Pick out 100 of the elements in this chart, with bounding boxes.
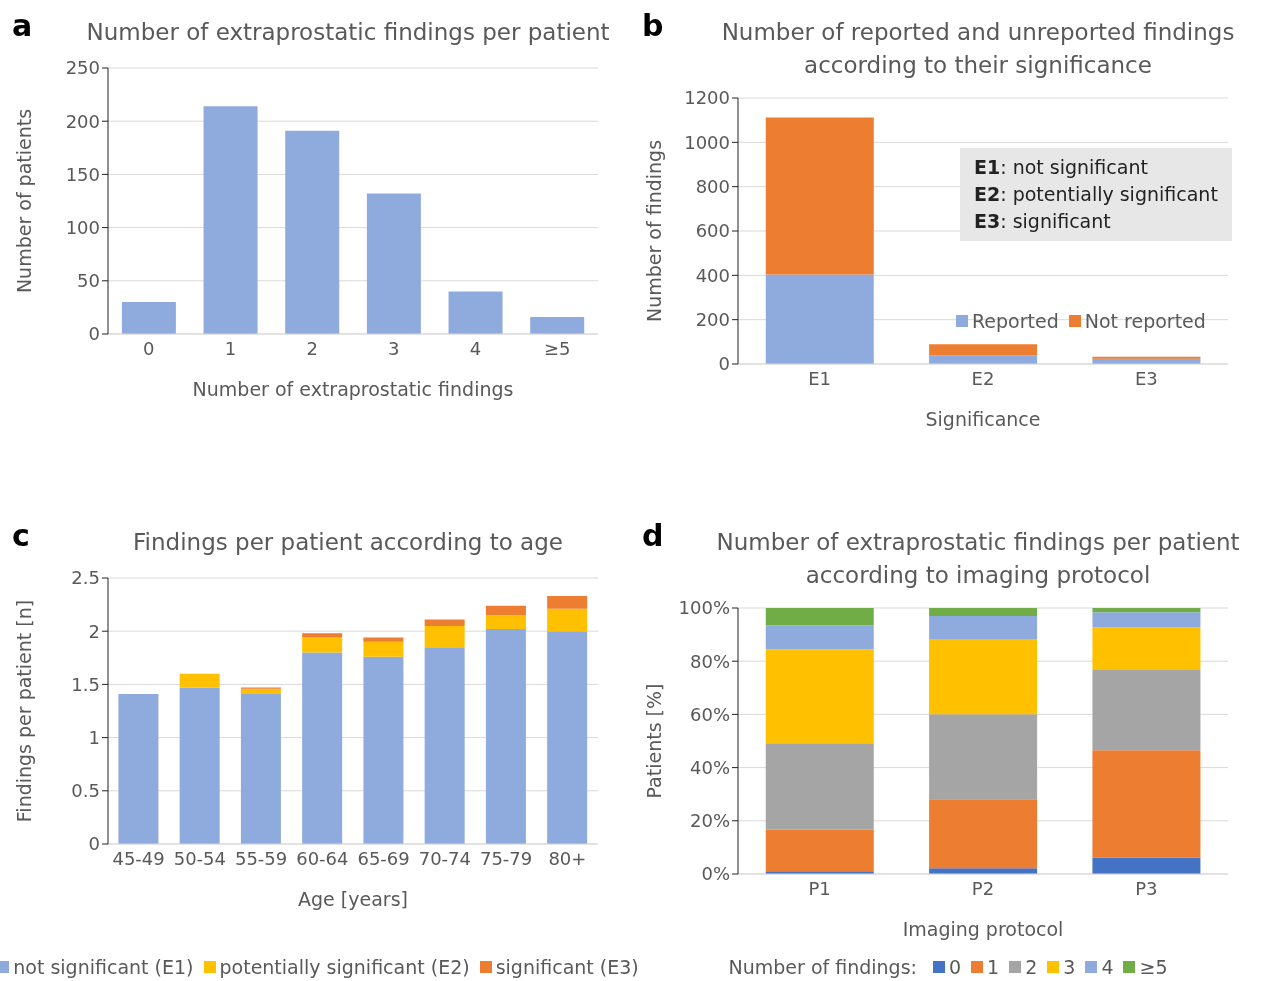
legend-label: potentially significant (E2) (219, 956, 470, 978)
bar (929, 639, 1038, 715)
legend-label: 1 (987, 956, 1000, 978)
y-tick-label: 20% (689, 810, 730, 832)
x-tick-label: 75-79 (479, 847, 533, 869)
bar (240, 693, 281, 844)
x-tick-label: 60-64 (296, 847, 349, 869)
x-tick-label: 50-54 (173, 847, 227, 869)
y-tick-label: 0.5 (71, 780, 100, 802)
x-tick-label: P3 (1135, 877, 1158, 899)
bar (1092, 857, 1201, 874)
text: c (12, 518, 30, 553)
legend-label: Reported (972, 310, 1059, 332)
bar (302, 637, 343, 653)
y-tick-label: 1.5 (71, 673, 100, 695)
x-tick-label: 3 (388, 337, 400, 359)
y-tick-label: 200 (65, 110, 100, 132)
bar (1092, 750, 1201, 858)
x-tick-label: E1 (808, 367, 832, 389)
legend-label: not significant (E1) (13, 956, 194, 978)
bar (485, 615, 526, 630)
bar (485, 629, 526, 844)
bar (547, 596, 588, 609)
y-axis-title: Number of findings (642, 139, 665, 323)
bar (929, 615, 1038, 640)
y-tick-label: 2 (88, 620, 100, 642)
y-tick-label: 600 (695, 220, 730, 242)
annotation: E2: potentially significant (974, 183, 1218, 205)
bar (448, 291, 503, 334)
bar (765, 743, 874, 830)
chart-title: Findings per patient according to age (132, 528, 564, 557)
y-tick-label: 100 (65, 216, 100, 238)
y-tick-label: 200 (695, 309, 730, 331)
x-tick-label: 45-49 (112, 847, 165, 869)
bar (929, 344, 1038, 356)
bar (179, 687, 220, 844)
bar (363, 656, 404, 844)
x-axis-title: Significance (925, 408, 1041, 430)
bar (424, 625, 465, 648)
x-axis-title: Number of extraprostatic findings (192, 378, 514, 400)
bar (363, 641, 404, 657)
y-tick-label: 800 (695, 176, 730, 198)
x-tick-label: ≥5 (543, 337, 571, 359)
bar (929, 799, 1038, 869)
bar (530, 316, 585, 334)
bar (929, 714, 1038, 800)
bar (1092, 669, 1201, 751)
text: b (642, 8, 664, 43)
bar (118, 693, 159, 844)
x-axis-title: Imaging protocol (902, 918, 1064, 940)
legend-label: significant (E3) (495, 956, 639, 978)
chart-title: Number of reported and unreported findings according to their significance (720, 18, 1236, 80)
x-tick-label: E2 (971, 367, 995, 389)
legend-label: 0 (949, 956, 962, 978)
text: a (12, 8, 33, 43)
y-tick-label: 0% (701, 863, 730, 885)
bar (1092, 612, 1201, 628)
bar (363, 637, 404, 642)
bar (765, 829, 874, 872)
x-tick-label: 4 (469, 337, 482, 359)
y-tick-label: 400 (695, 264, 730, 286)
y-tick-label: 60% (689, 703, 730, 725)
y-tick-label: 40% (689, 756, 730, 778)
legend-label: ≥5 (1139, 956, 1168, 978)
x-tick-label: E3 (1134, 367, 1158, 389)
y-axis-title: Patients [%] (642, 683, 665, 799)
bar (285, 130, 340, 334)
annotation: E3: significant (974, 210, 1111, 232)
x-tick-label: 55-59 (234, 847, 288, 869)
x-tick-label: 2 (306, 337, 318, 359)
bar (424, 647, 465, 844)
y-tick-label: 0 (718, 353, 730, 375)
bar (1092, 608, 1201, 613)
bar (366, 193, 421, 334)
x-tick-label: P1 (808, 877, 831, 899)
x-tick-label: 1 (224, 337, 237, 359)
annotation: E1: not significant (974, 156, 1148, 178)
x-tick-label: 70-74 (418, 847, 472, 869)
legend-title: Number of findings: (728, 956, 917, 978)
bar (424, 619, 465, 626)
bar (485, 605, 526, 616)
bar (929, 355, 1038, 364)
bar (302, 652, 343, 844)
bar (765, 608, 874, 626)
x-tick-label: 0 (143, 337, 155, 359)
bar (1092, 627, 1201, 670)
legend-label: 4 (1101, 956, 1114, 978)
x-axis-title: Age [years] (298, 888, 408, 910)
bar (121, 302, 176, 334)
y-tick-label: 1200 (684, 87, 730, 109)
bar (203, 106, 258, 334)
legend-label: Not reported (1084, 310, 1206, 332)
bar (765, 649, 874, 744)
bar (547, 608, 588, 632)
bar (547, 631, 588, 844)
y-tick-label: 0 (88, 833, 100, 855)
bar (929, 608, 1038, 616)
bar (765, 625, 874, 650)
bar (179, 673, 220, 688)
y-tick-label: 100% (678, 597, 730, 619)
